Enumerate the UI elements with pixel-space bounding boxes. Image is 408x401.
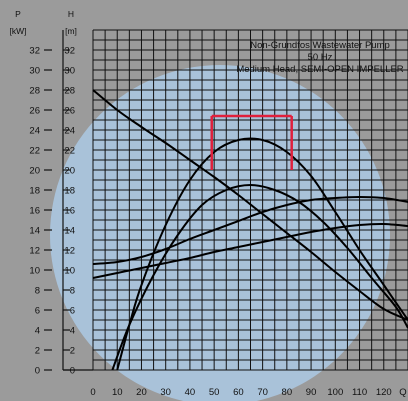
curve-4 xyxy=(92,195,408,265)
p-axis-tick-label: 4 xyxy=(35,326,40,337)
p-axis-tick-label: 30 xyxy=(29,66,40,77)
title-line-3: Medium Head, SEMI-OPEN IMPELLER xyxy=(236,64,403,75)
chart-title: Non-Grundfos Wastewater Pump 50 Hz Mediu… xyxy=(236,40,403,75)
p-axis-unit: [kW] xyxy=(10,26,27,36)
h-axis-tick-label: 10 xyxy=(64,266,75,277)
x-axis-tick-label: 110 xyxy=(352,387,367,398)
x-axis-tick-label: 60 xyxy=(233,387,244,398)
h-axis-tick-label: 24 xyxy=(64,126,75,137)
h-axis-tick-label: 4 xyxy=(70,326,75,337)
x-axis-tick-label: 20 xyxy=(136,387,147,398)
x-axis-tick-label: 40 xyxy=(185,387,196,398)
p-axis-tick-label: 28 xyxy=(29,86,40,97)
curves xyxy=(92,89,408,371)
x-axis-tick-label: 70 xyxy=(257,387,268,398)
background-circle xyxy=(50,65,390,401)
h-axis-tick-label: 12 xyxy=(64,246,75,257)
p-axis-tick-label: 10 xyxy=(29,266,40,277)
p-axis-tick-label: 0 xyxy=(35,366,40,377)
p-axis-tick-label: 32 xyxy=(29,46,40,57)
p-axis-tick-label: 8 xyxy=(35,286,40,297)
curve-3 xyxy=(111,183,408,371)
p-axis-tick-label: 26 xyxy=(29,106,40,117)
h-axis-tick-label: 32 xyxy=(64,46,75,57)
h-axis-tick-label: 6 xyxy=(70,306,75,317)
x-axis-tick-label: 100 xyxy=(327,387,343,398)
p-axis-tick-label: 12 xyxy=(29,246,40,257)
h-axis-tick-label: 0 xyxy=(70,366,75,377)
p-axis-tick-label: 24 xyxy=(29,126,40,137)
x-axis-tick-label: 80 xyxy=(282,387,293,398)
h-axis-tick-label: 20 xyxy=(64,166,75,177)
title-line-2: 50 Hz xyxy=(308,52,333,63)
x-axis-tick-label: 120 xyxy=(376,387,392,398)
p-axis-tick-label: 16 xyxy=(29,206,40,217)
grid-lines xyxy=(92,29,408,371)
axes: 0246810121416182022242628303202468101214… xyxy=(29,30,392,398)
axis-units: P [kW] H [m] Q xyxy=(10,9,407,398)
p-axis-tick-label: 2 xyxy=(35,346,40,357)
h-axis-tick-label: 8 xyxy=(70,286,75,297)
x-axis-tick-label: 30 xyxy=(160,387,171,398)
h-axis-tick-label: 2 xyxy=(70,346,75,357)
h-axis-tick-label: 14 xyxy=(64,226,75,237)
x-axis-label: Q xyxy=(399,387,406,398)
curve-2 xyxy=(116,137,408,371)
x-axis-tick-label: 10 xyxy=(112,387,123,398)
h-axis-tick-label: 26 xyxy=(64,106,75,117)
h-axis-unit: [m] xyxy=(65,26,77,36)
p-axis-tick-label: 14 xyxy=(29,226,40,237)
h-axis-tick-label: 28 xyxy=(64,86,75,97)
p-axis-tick-label: 18 xyxy=(29,186,40,197)
h-axis-symbol: H xyxy=(68,9,74,19)
h-axis-tick-label: 30 xyxy=(64,66,75,77)
curve-5 xyxy=(92,222,408,279)
x-axis-tick-label: 0 xyxy=(90,387,95,398)
h-axis-tick-label: 16 xyxy=(64,206,75,217)
curve-1 xyxy=(92,89,408,321)
operating-range-bracket xyxy=(210,114,293,170)
p-axis-symbol: P xyxy=(15,9,21,19)
p-axis-tick-label: 22 xyxy=(29,146,40,157)
x-axis-tick-label: 50 xyxy=(209,387,220,398)
title-line-1: Non-Grundfos Wastewater Pump xyxy=(250,40,390,51)
p-axis-tick-label: 20 xyxy=(29,166,40,177)
background-layer xyxy=(50,65,390,401)
x-axis-tick-label: 90 xyxy=(306,387,317,398)
h-axis-tick-label: 18 xyxy=(64,186,75,197)
h-axis-tick-label: 22 xyxy=(64,146,75,157)
p-axis-tick-label: 6 xyxy=(35,306,40,317)
